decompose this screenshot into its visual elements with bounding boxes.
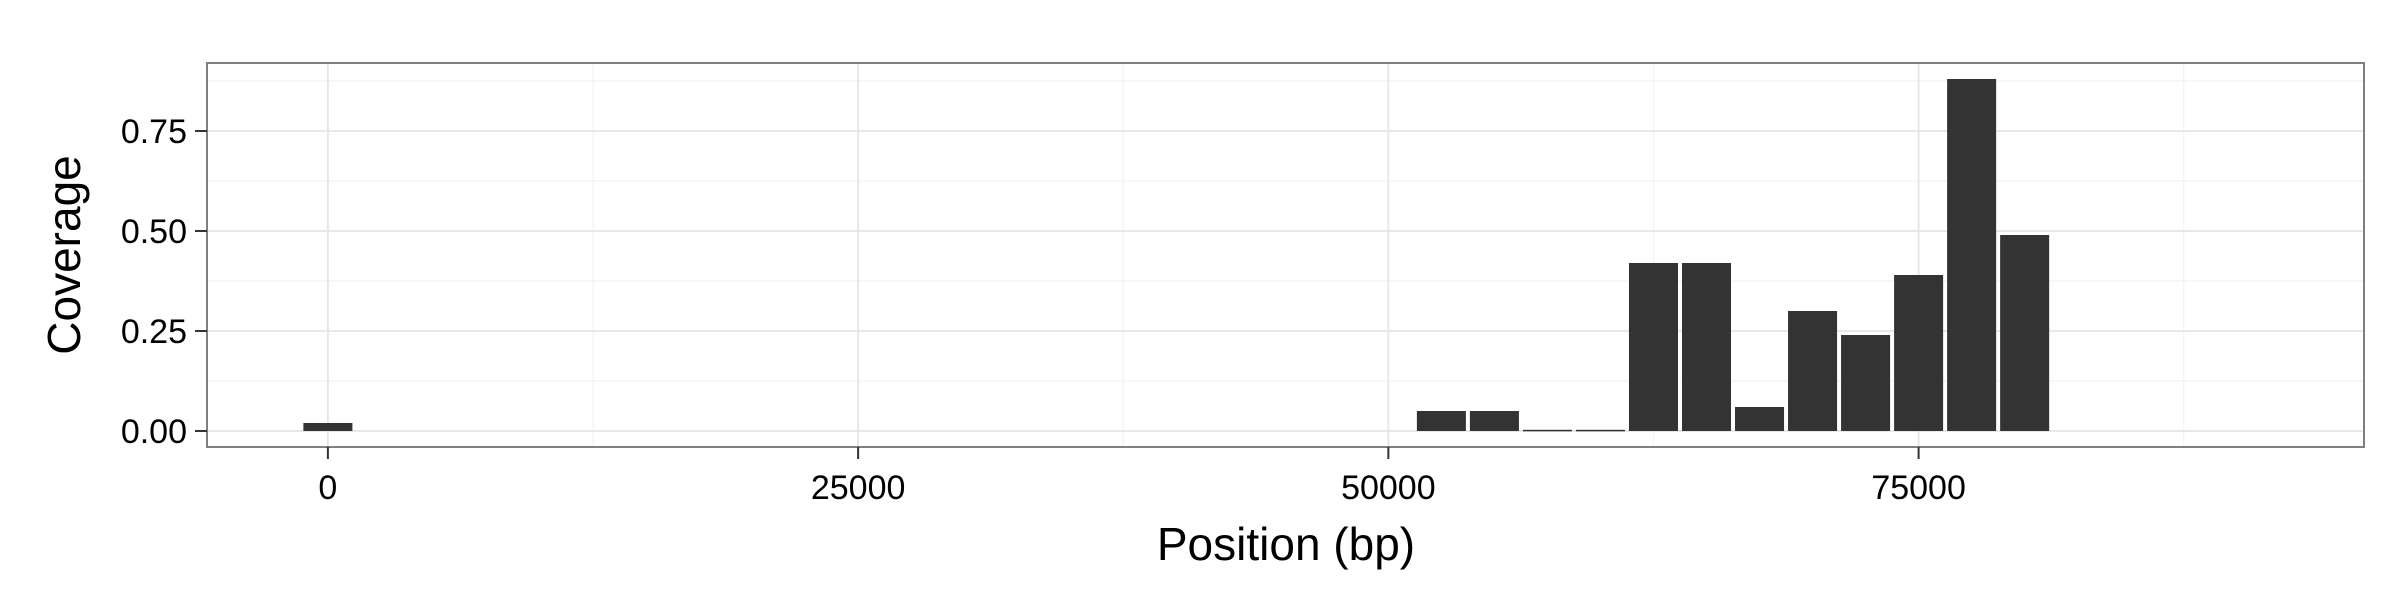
- bars: [303, 79, 2050, 432]
- x-tick-label: 50000: [1341, 469, 1436, 507]
- bar: [1894, 275, 1944, 431]
- bar: [1469, 411, 1519, 431]
- y-axis: 0.00 0.25 0.50 0.75: [121, 113, 207, 451]
- bar: [1788, 311, 1838, 431]
- bar: [1575, 429, 1625, 432]
- y-tick-label: 0.25: [121, 313, 187, 351]
- bar: [2000, 235, 2050, 431]
- x-tick-label: 0: [318, 469, 337, 507]
- y-tick-label: 0.00: [121, 413, 187, 451]
- y-axis-title: Coverage: [38, 155, 90, 354]
- x-axis-title: Position (bp): [1157, 518, 1415, 570]
- y-tick-label: 0.75: [121, 113, 187, 151]
- y-tick-label: 0.50: [121, 213, 187, 251]
- bar: [1522, 429, 1572, 432]
- plot-panel: [206, 62, 2365, 448]
- x-tick-label: 75000: [1871, 469, 1966, 507]
- bar: [1628, 263, 1678, 431]
- panel-border: [206, 62, 2365, 448]
- x-axis: 0 25000 50000 75000: [318, 447, 1966, 507]
- bar: [303, 423, 353, 431]
- bar: [1841, 335, 1891, 431]
- bar: [1681, 263, 1732, 431]
- bar: [1947, 79, 1997, 431]
- bar: [1735, 407, 1785, 431]
- x-tick-label: 25000: [811, 469, 906, 507]
- bar: [1416, 411, 1466, 431]
